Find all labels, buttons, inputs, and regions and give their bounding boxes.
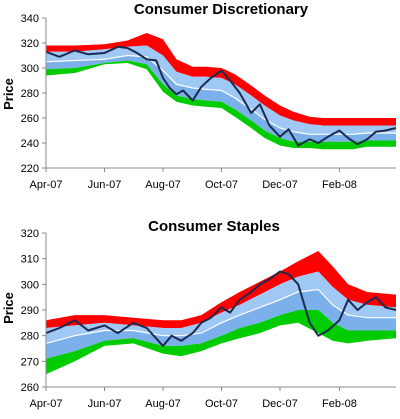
lower-band-blue [46, 289, 396, 359]
y-tick-label: 340 [21, 13, 39, 25]
x-tick-label: Aug-07 [145, 179, 180, 191]
lower-band-green [46, 60, 396, 150]
x-tick-label: Oct-07 [205, 179, 238, 191]
y-tick-label: 280 [21, 331, 39, 343]
upper-band-blue [46, 271, 396, 344]
x-tick-label: Feb-08 [322, 398, 357, 410]
x-tick-label: Oct-07 [205, 398, 238, 410]
chart-title: Consumer Discretionary [134, 1, 309, 18]
lower-band-blue [46, 55, 396, 142]
x-tick-label: Jun-07 [88, 179, 122, 191]
moving-average-line [45, 288, 396, 344]
x-tick-label: Apr-07 [29, 179, 62, 191]
x-tick-label: Aug-07 [145, 398, 180, 410]
upper-band-red [46, 251, 396, 328]
y-tick-label: 320 [21, 38, 39, 50]
consumer-discretionary-chart: Consumer Discretionary Price 220 240 260 28… [1, 1, 397, 191]
y-tick-label: 300 [21, 63, 39, 75]
y-tick-label: 310 [21, 254, 39, 266]
y-tick-label: 270 [21, 356, 39, 368]
y-tick-label: 300 [21, 279, 39, 291]
x-tick-label: Dec-07 [262, 179, 297, 191]
y-tick-label: 220 [21, 163, 39, 175]
y-axis-label: Price [1, 292, 16, 324]
price-series-line [45, 45, 397, 147]
consumer-staples-chart: Consumer Staples Price 260 270 280 290 300 31… [1, 218, 397, 410]
y-axis-label: Price [1, 78, 16, 110]
x-tick-label: Dec-07 [262, 398, 297, 410]
y-tick-label: 260 [21, 382, 39, 394]
lower-band-green [46, 310, 396, 375]
x-tick-label: Jun-07 [88, 398, 122, 410]
chart-title: Consumer Staples [148, 218, 280, 235]
x-tick-label: Apr-07 [29, 398, 62, 410]
y-tick-label: 290 [21, 305, 39, 317]
y-tick-label: 280 [21, 88, 39, 100]
price-series-line [45, 270, 397, 347]
y-tick-label: 240 [21, 138, 39, 150]
x-tick-label: Feb-08 [322, 179, 357, 191]
y-tick-label: 260 [21, 113, 39, 125]
y-tick-label: 320 [21, 228, 39, 240]
